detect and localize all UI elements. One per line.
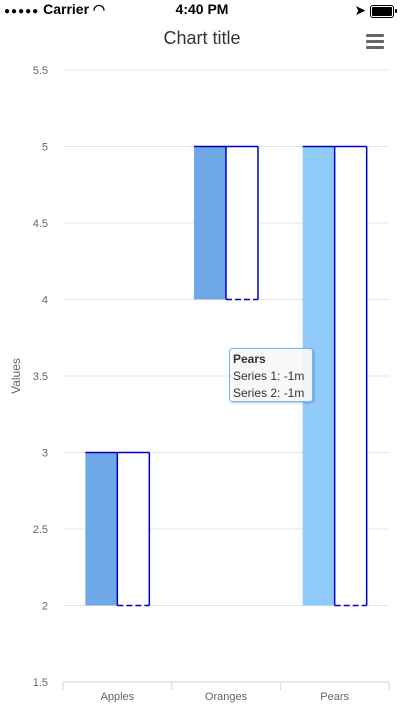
y-tick-label: 2: [42, 601, 48, 613]
tooltip: Pears Series 1: -1m Series 2: -1m: [229, 348, 313, 402]
wifi-icon: ◠: [92, 1, 106, 17]
x-tick-label-pears: Pears: [320, 691, 349, 703]
y-tick-label: 5.5: [33, 65, 48, 77]
y-tick-label: 3: [42, 448, 48, 460]
battery-icon: [370, 4, 397, 18]
status-bar: ●●●●● Carrier ◠ 4:40 PM ➤: [0, 0, 404, 20]
status-right: ➤: [354, 2, 397, 19]
tooltip-line-series-1: Series 1: -1m: [233, 369, 305, 383]
bar-series-1-oranges: [194, 146, 226, 300]
status-left: ●●●●● Carrier ◠: [4, 1, 105, 18]
y-tick-label: 4.5: [33, 218, 48, 230]
tooltip-line-series-2: Series 2: -1m: [233, 386, 305, 400]
location-icon: ➤: [354, 2, 367, 18]
carrier-label: Carrier: [43, 1, 90, 17]
y-axis-title: Values: [9, 358, 23, 394]
chart-title: Chart title: [163, 28, 241, 48]
y-tick-label: 4: [42, 295, 48, 307]
bar-series-1-apples: [85, 452, 118, 606]
bar-series-2-oranges: [226, 146, 258, 300]
y-tick-label: 2.5: [33, 524, 48, 536]
y-tick-label: 3.5: [33, 371, 48, 383]
menu-icon[interactable]: [366, 34, 388, 52]
x-tick-label-apples: Apples: [101, 691, 135, 703]
bar-series-2-pears: [334, 146, 367, 606]
clock: 4:40 PM: [175, 1, 229, 17]
y-tick-label: 1.5: [33, 677, 48, 689]
signal-icon: ●●●●●: [4, 6, 40, 17]
y-tick-label: 5: [42, 142, 48, 154]
tooltip-title: Pears: [233, 352, 266, 366]
bar-series-2-apples: [117, 452, 150, 606]
x-tick-label-oranges: Oranges: [205, 691, 248, 703]
